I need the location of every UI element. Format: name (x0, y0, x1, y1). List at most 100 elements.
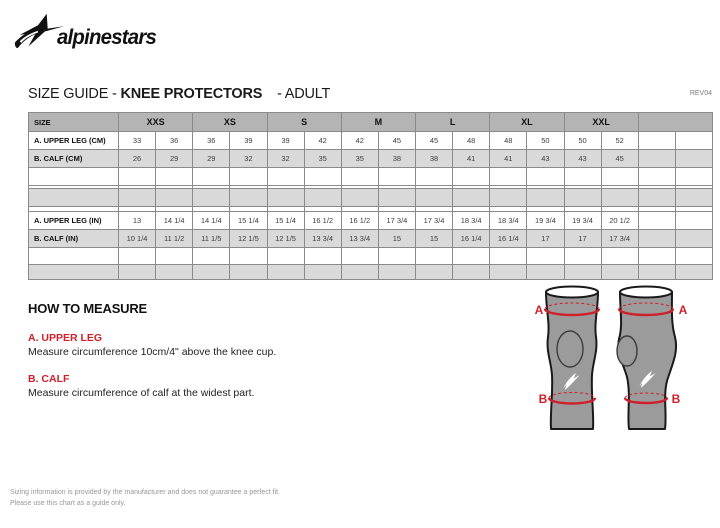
size-table-cell (527, 248, 565, 265)
size-table-cell (601, 248, 639, 265)
size-table-cell: 16 1/4 (490, 230, 528, 248)
size-table-cell: 38 (378, 150, 416, 168)
size-row-label (29, 189, 119, 207)
size-table-cell (119, 265, 157, 280)
size-table-cell (267, 248, 305, 265)
size-table-cell: 11 1/2 (156, 230, 194, 248)
size-table-cell (119, 168, 157, 186)
knee-sleeve-front-view (543, 285, 601, 430)
size-column-header: L (416, 113, 491, 132)
alpinestars-logo: alpinestars (12, 10, 159, 56)
size-table-cell: 33 (119, 132, 157, 150)
size-table-cell: 48 (453, 132, 491, 150)
size-table-cell (378, 265, 416, 280)
size-table-cell (193, 207, 231, 212)
size-table-cell (564, 189, 602, 207)
size-table-cell: 15 1/4 (230, 212, 268, 230)
measure-band-a-front (543, 308, 601, 317)
size-row-label (29, 265, 119, 280)
size-table-cell: 45 (601, 150, 639, 168)
size-table-cell (453, 248, 491, 265)
size-table-cell (230, 248, 268, 265)
size-table-cell (527, 168, 565, 186)
size-table-cell (378, 186, 416, 189)
size-table-cell (638, 265, 676, 280)
size-table-cell (304, 189, 342, 207)
size-table-cell: 52 (601, 132, 639, 150)
size-row-label (29, 168, 119, 186)
footer-line-2: Please use this chart as a guide only. (10, 500, 126, 507)
knee-sleeve-side-view (616, 285, 677, 430)
size-table-cell (341, 189, 379, 207)
size-column-header: S (267, 113, 342, 132)
band-a-label-right: A (679, 303, 688, 317)
page-title: SIZE GUIDE - KNEE PROTECTORS - ADULT (28, 86, 330, 102)
size-table-cell: 50 (564, 132, 602, 150)
size-table-cell (675, 168, 713, 186)
size-table-cell (601, 265, 639, 280)
size-table-cell: 42 (341, 132, 379, 150)
size-table-cell (416, 168, 454, 186)
size-table-cell (156, 265, 194, 280)
title-product: KNEE PROTECTORS (120, 86, 263, 102)
size-table-cell (527, 265, 565, 280)
size-table-cell (341, 248, 379, 265)
size-table-cell: 39 (230, 132, 268, 150)
size-table-cell (564, 248, 602, 265)
size-table-cell: 43 (564, 150, 602, 168)
size-table-cell: 13 3/4 (341, 230, 379, 248)
size-column-header: XS (193, 113, 268, 132)
band-a-label-left: A (535, 303, 544, 317)
size-table-cell: 32 (267, 150, 305, 168)
title-prefix: SIZE GUIDE - (28, 86, 117, 102)
size-row-label: B. CALF (CM) (29, 150, 119, 168)
measure-band-a-side (617, 308, 675, 317)
size-table-cell: 14 1/4 (193, 212, 231, 230)
size-table-cell (638, 168, 676, 186)
size-table-cell (230, 189, 268, 207)
size-table-cell: 17 (527, 230, 565, 248)
size-table-cell (416, 248, 454, 265)
size-table-cell (638, 207, 676, 212)
size-table-cell (378, 207, 416, 212)
size-table-cell (230, 168, 268, 186)
size-table-cell (490, 207, 528, 212)
size-table-cell (490, 189, 528, 207)
size-table-cell (156, 248, 194, 265)
measure-b-description: Measure circumference of calf at the wid… (28, 387, 255, 399)
size-table-cell (638, 189, 676, 207)
size-table-cell: 19 3/4 (527, 212, 565, 230)
size-table-cell (564, 186, 602, 189)
size-row-label (29, 248, 119, 265)
size-table-cell (119, 207, 157, 212)
size-column-header: XXL (564, 113, 639, 132)
size-row-label: A. UPPER LEG (CM) (29, 132, 119, 150)
size-table-cell (675, 230, 713, 248)
size-table-cell: 35 (341, 150, 379, 168)
size-table-cell (156, 189, 194, 207)
size-table-cell (638, 248, 676, 265)
size-table-cell: 16 1/2 (304, 212, 342, 230)
size-table-cell: 45 (416, 132, 454, 150)
measure-band-b-front (547, 397, 597, 405)
size-column-header (638, 113, 713, 132)
size-table-cell (119, 189, 157, 207)
size-table-cell: 19 3/4 (564, 212, 602, 230)
size-table-cell (193, 265, 231, 280)
size-table-cell (193, 168, 231, 186)
size-table-cell (193, 189, 231, 207)
size-table-cell: 15 (416, 230, 454, 248)
sleeve-star-icon (563, 372, 580, 391)
size-table-cell: 16 1/4 (453, 230, 491, 248)
title-suffix: - ADULT (277, 86, 331, 102)
size-table-cell: 36 (156, 132, 194, 150)
size-table: SIZE XXS XS S M L XL XXL A. UPPER LEG (CM) 33 36 36… (28, 112, 713, 280)
size-table-cell: 35 (304, 150, 342, 168)
sleeve-top-opening (545, 285, 599, 299)
knee-cap-opening (616, 335, 638, 367)
size-table-cell: 38 (416, 150, 454, 168)
size-table-cell (119, 186, 157, 189)
size-table-cell (453, 189, 491, 207)
knee-cap-opening (556, 330, 584, 368)
size-table-cell: 48 (490, 132, 528, 150)
